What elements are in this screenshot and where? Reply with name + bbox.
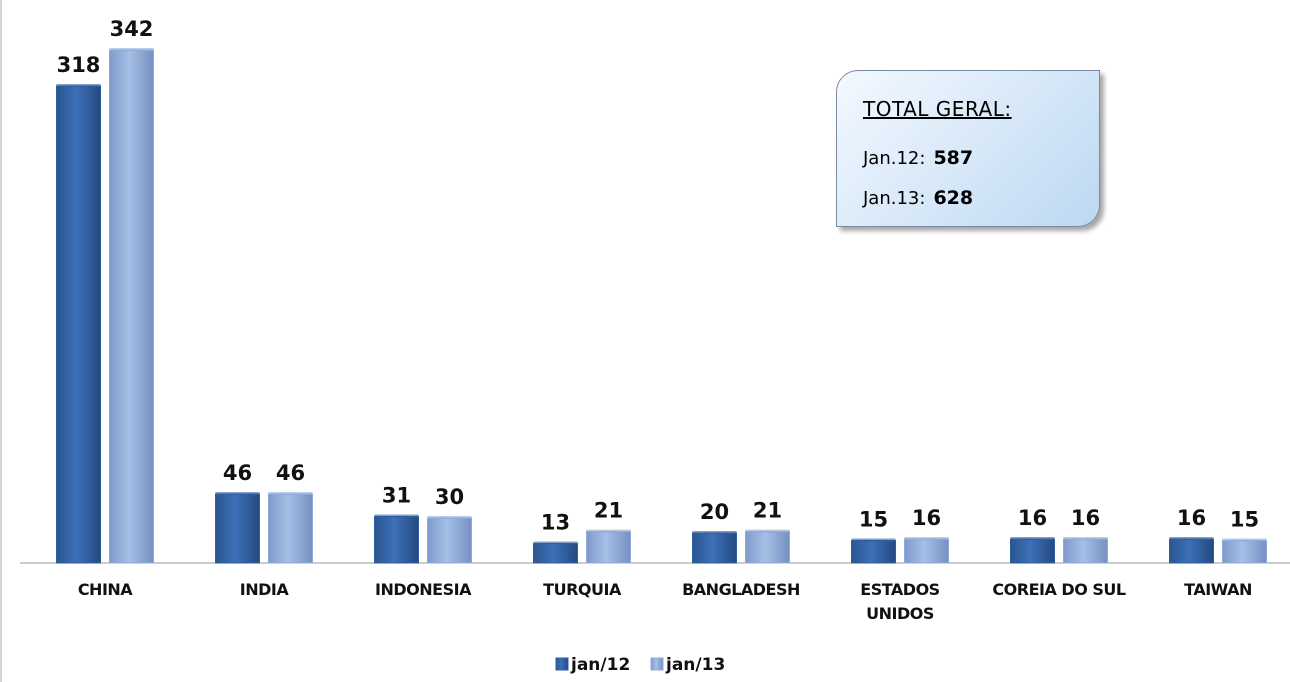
bar <box>1010 538 1055 564</box>
bar <box>374 516 419 564</box>
bar <box>268 493 313 564</box>
value-label: 46 <box>223 461 252 485</box>
bar <box>851 540 896 564</box>
x-tick-label: TAIWAN <box>1184 580 1252 599</box>
bar-top <box>1169 537 1214 540</box>
annotation-value: 628 <box>933 187 974 209</box>
bar-top <box>904 537 949 540</box>
x-tick-label: BANGLADESH <box>682 580 800 599</box>
annotation-box: TOTAL GERAL: Jan.12: 587 Jan.13: 628 <box>836 70 1100 227</box>
annotation-title: TOTAL GERAL: <box>863 97 1012 121</box>
legend-label: jan/12 <box>570 655 630 675</box>
bar-top <box>1063 537 1108 540</box>
legend-swatch <box>650 657 664 671</box>
bar <box>56 85 101 564</box>
value-label: 21 <box>753 499 782 523</box>
bar <box>533 543 578 564</box>
bar-top <box>215 492 260 495</box>
bar-top <box>1010 537 1055 540</box>
bar-top <box>745 529 790 533</box>
bar-top <box>851 538 896 542</box>
value-label: 15 <box>859 508 888 532</box>
value-label: 16 <box>1018 506 1047 530</box>
x-tick-label: TURQUIA <box>543 580 621 599</box>
value-label: 30 <box>435 485 464 509</box>
legend-swatch <box>555 657 569 671</box>
bar <box>904 538 949 564</box>
bar-top <box>1222 538 1267 542</box>
value-label: 15 <box>1230 508 1259 532</box>
x-tick-label: ESTADOS UNIDOS <box>860 580 940 623</box>
annotation-row: Jan.12: 587 <box>863 147 973 169</box>
bar <box>586 531 631 564</box>
bar <box>1169 538 1214 564</box>
annotation-row: Jan.13: 628 <box>863 187 973 209</box>
x-tick-label: INDIA <box>239 580 289 599</box>
value-label: 16 <box>1177 506 1206 530</box>
bar-top <box>109 48 154 51</box>
bar-top <box>586 529 631 533</box>
bar <box>1063 538 1108 564</box>
x-tick-label: COREIA DO SUL <box>992 580 1126 599</box>
bar <box>215 493 260 564</box>
bar <box>427 517 472 564</box>
value-label: 20 <box>700 500 729 524</box>
bar-top <box>692 531 737 534</box>
annotation-value: 587 <box>933 147 974 169</box>
bar-top <box>56 84 101 87</box>
value-label: 16 <box>1071 506 1100 530</box>
value-label: 318 <box>57 53 101 77</box>
annotation-label: Jan.13: <box>863 188 926 209</box>
value-label: 342 <box>110 17 154 41</box>
annotation-label: Jan.12: <box>863 148 926 169</box>
bar <box>1222 540 1267 564</box>
bar-top <box>374 514 419 518</box>
legend-label: jan/13 <box>665 655 725 675</box>
value-label: 16 <box>912 506 941 530</box>
bar <box>109 49 154 564</box>
value-label: 13 <box>541 511 570 535</box>
bar <box>692 532 737 564</box>
bar-top <box>427 516 472 519</box>
value-label: 46 <box>276 461 305 485</box>
bar-top <box>268 492 313 495</box>
bar <box>745 531 790 564</box>
x-tick-label: INDONESIA <box>375 580 471 599</box>
value-label: 31 <box>382 484 411 508</box>
bar-top <box>533 541 578 545</box>
value-label: 21 <box>594 499 623 523</box>
x-tick-label: CHINA <box>77 580 133 599</box>
